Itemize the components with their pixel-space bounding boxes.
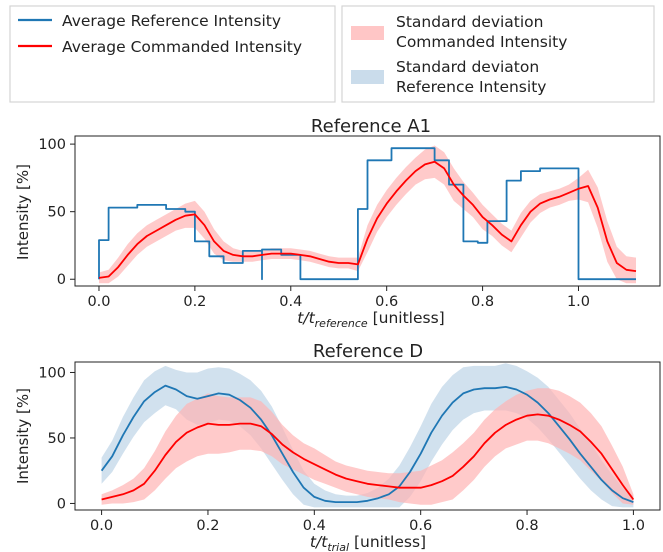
chart-a1-xlabel: t/treference [unitless] <box>297 309 444 330</box>
legend-label-reference-band-line1: Standard deviaton <box>396 58 539 76</box>
chart-d-xtick-label: 1.0 <box>622 518 645 534</box>
legend-label-reference-band-line2: Reference Intensity <box>396 78 546 96</box>
chart-a1-commanded-line <box>98 160 637 279</box>
legend-swatch-commanded-band <box>351 26 384 40</box>
chart-d-reference-line <box>100 384 634 503</box>
chart-a1-xlabel-unit: [unitless] <box>368 309 445 327</box>
chart-a1-xtick-label: 0.0 <box>87 294 110 310</box>
chart-a1-frame <box>74 135 661 287</box>
legend-left: Average Reference Intensity Average Comm… <box>9 5 336 103</box>
chart-d-ytick-label: 50 <box>48 431 66 447</box>
legend-right: Standard deviation Commanded Intensity S… <box>341 5 655 103</box>
chart-a1-ylabel: Intensity [%] <box>14 164 32 260</box>
chart-d-xtick-label: 0.2 <box>196 518 219 534</box>
chart-d-commanded-std-band <box>101 388 634 505</box>
chart-a1-commanded-std-band <box>99 145 636 284</box>
chart-a1-ytick-label: 100 <box>38 137 66 153</box>
chart-d-xlabel-sub: trial <box>327 541 349 552</box>
legend-label-reference: Average Reference Intensity <box>62 12 281 30</box>
legend-right-frame <box>341 5 655 103</box>
legend-label-commanded-band-line1: Standard deviation <box>396 13 544 31</box>
chart-a1-title: Reference A1 <box>311 116 431 137</box>
chart-a1-xtick-label: 1.0 <box>567 294 590 310</box>
chart-a1-xtick-label: 0.6 <box>375 294 398 310</box>
chart-a1-xlabel-main: t/t <box>297 309 315 327</box>
chart-d-plot-area: 0.0 0.2 0.4 0.6 0.8 1.0 0 50 100 <box>38 361 661 534</box>
chart-a1-xtick-label: 0.4 <box>279 294 302 310</box>
chart-d-xlabel: t/ttrial [unitless] <box>310 533 426 552</box>
chart-d-frame <box>74 361 661 511</box>
chart-reference-a1: Reference A1 Intensity [%] t/treference … <box>14 116 663 330</box>
legend-label-commanded-band-line2: Commanded Intensity <box>396 33 567 51</box>
chart-a1-ytick-label: 0 <box>57 272 66 288</box>
legend-left-frame <box>9 5 336 103</box>
chart-d-xtick-label: 0.0 <box>90 518 113 534</box>
chart-a1-xlabel-sub: reference <box>315 317 368 330</box>
legend-label-commanded: Average Commanded Intensity <box>62 38 302 56</box>
chart-d-ytick-label: 100 <box>38 365 66 381</box>
chart-a1-plot-area: 0.00.20.40.60.81.01.2050100 <box>38 135 663 310</box>
chart-a1-reference-line <box>98 147 636 281</box>
chart-d-xlabel-main: t/t <box>310 533 328 551</box>
chart-a1-ytick-label: 50 <box>48 205 66 221</box>
chart-d-xtick-label: 0.8 <box>516 518 539 534</box>
chart-d-xlabel-unit: [unitless] <box>349 533 426 551</box>
chart-d-ylabel: Intensity [%] <box>14 388 32 484</box>
chart-d-commanded-line <box>101 413 635 501</box>
chart-d-ytick-label: 0 <box>57 496 66 512</box>
legend-swatch-reference-band <box>351 70 384 84</box>
chart-d-xtick-label: 0.6 <box>409 518 432 534</box>
chart-d-xtick-label: 0.4 <box>303 518 326 534</box>
chart-a1-xtick-label: 0.2 <box>183 294 206 310</box>
chart-a1-xtick-label: 0.8 <box>471 294 494 310</box>
chart-reference-d: Reference D Intensity [%] t/ttrial [unit… <box>14 341 661 552</box>
chart-d-title: Reference D <box>313 341 423 362</box>
